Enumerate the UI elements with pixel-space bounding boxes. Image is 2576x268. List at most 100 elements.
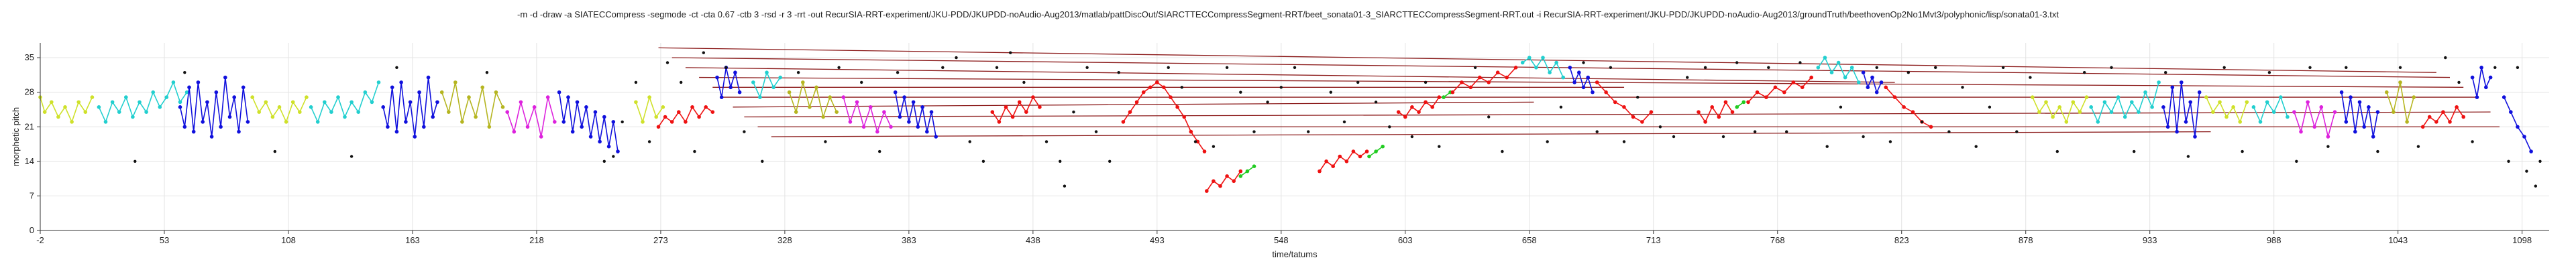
series-point (1879, 80, 1884, 84)
x-tick-label: 933 (2143, 235, 2157, 245)
series-point (270, 115, 275, 119)
y-tick-label: 14 (25, 156, 34, 166)
series-point (794, 110, 798, 114)
series-point (561, 120, 566, 124)
series-group (439, 80, 505, 129)
series-point (1755, 90, 1760, 94)
series-group (1205, 169, 1243, 193)
x-tick-label: 493 (1150, 235, 1165, 245)
series-point (1189, 129, 1193, 134)
series-point (103, 120, 108, 124)
note-point (2376, 149, 2379, 153)
series-group (505, 95, 557, 139)
series-line (506, 96, 555, 137)
x-tick-label: 823 (1894, 235, 1909, 245)
note-point (1974, 145, 1978, 148)
series-point (584, 105, 588, 109)
series-point (848, 120, 853, 124)
series-group (1568, 66, 1595, 94)
note-point (1658, 125, 1662, 129)
series-point (1849, 66, 1854, 70)
pattern-connector (733, 101, 1534, 108)
series-point (882, 110, 886, 114)
note-point (1085, 66, 1089, 70)
note-point (796, 71, 800, 74)
series-group (1735, 100, 1746, 109)
note-points (133, 51, 2542, 188)
series-point (1396, 110, 1401, 114)
note-point (693, 149, 696, 153)
series-point (611, 120, 616, 124)
series-point (1703, 120, 1707, 124)
series-point (602, 115, 606, 119)
series-point (2522, 135, 2526, 139)
series-point (2204, 95, 2208, 99)
series-group (2470, 66, 2493, 99)
note-point (1072, 111, 1075, 114)
series-point (771, 85, 775, 90)
axes (37, 43, 2549, 234)
x-tick-label: 163 (405, 235, 420, 245)
series-point (1548, 70, 1552, 74)
series-group (38, 95, 95, 124)
series-point (191, 129, 196, 134)
pattern-connector (685, 67, 1895, 83)
y-tick-label: 21 (25, 121, 34, 131)
series-point (1175, 105, 1179, 109)
series-point (1527, 56, 1532, 60)
note-point (2493, 66, 2497, 70)
series-point (929, 110, 934, 114)
series-point (2137, 110, 2141, 114)
series-point (855, 100, 859, 105)
series-group (2089, 80, 2161, 124)
series-point (2224, 115, 2229, 119)
series-point (394, 129, 399, 134)
series-point (2197, 90, 2202, 94)
series-point (1554, 60, 1558, 65)
x-tick-label: 768 (1770, 235, 1785, 245)
series-point (2292, 110, 2296, 114)
series-point (237, 129, 241, 134)
series-point (1195, 139, 1200, 144)
series-point (264, 100, 268, 105)
series-point (1604, 90, 1608, 94)
series-line (788, 82, 837, 119)
x-tick-label: 328 (777, 235, 792, 245)
series-point (1520, 60, 1525, 65)
note-point (1180, 86, 1184, 89)
note-point (1703, 66, 1707, 70)
series-group (2502, 95, 2533, 153)
series-line (179, 77, 249, 137)
series-point (997, 120, 1002, 124)
series-point (1586, 75, 1590, 80)
series-point (808, 105, 812, 109)
series-point (907, 120, 911, 124)
series-point (2218, 100, 2222, 105)
series-point (1746, 100, 1750, 105)
x-tick-label: 988 (2267, 235, 2282, 245)
series-point (2161, 105, 2165, 109)
series-point (1460, 80, 1464, 84)
series-point (1010, 115, 1015, 119)
note-point (273, 149, 276, 153)
pattern-connector (672, 57, 2451, 78)
series-point (2484, 85, 2488, 90)
note-point (2001, 66, 2005, 70)
series-point (1430, 105, 1434, 109)
series-point (634, 100, 638, 105)
series-point (171, 80, 176, 84)
series-point (868, 105, 873, 109)
note-point (1108, 159, 1112, 163)
series-point (1857, 80, 1861, 84)
series-point (1031, 95, 1035, 99)
series-point (290, 100, 295, 105)
series-point (2271, 110, 2276, 114)
y-tick-label: 28 (25, 87, 34, 97)
note-point (1424, 80, 1428, 84)
series-point (920, 105, 924, 109)
series-group (787, 80, 839, 119)
series-point (925, 129, 929, 134)
note-point (133, 159, 137, 163)
series-point (2089, 105, 2093, 109)
series-point (487, 125, 492, 129)
